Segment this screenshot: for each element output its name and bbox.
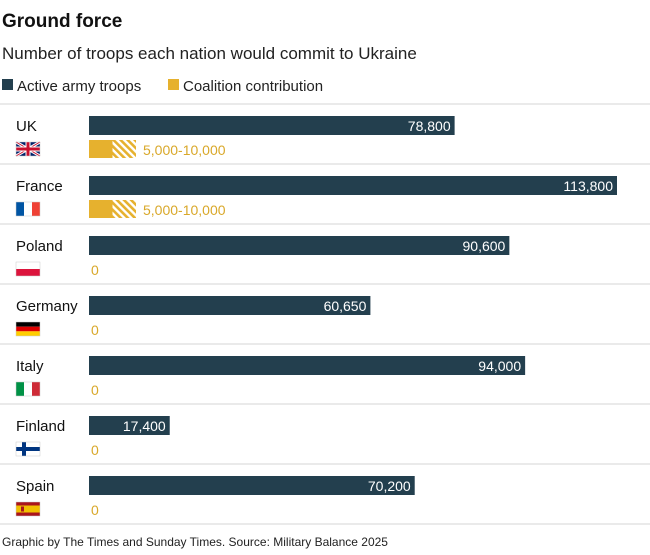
coalition-bar-min [89,200,113,218]
army-value-label: 70,200 [368,478,411,494]
legend-swatch [2,79,13,90]
army-value-label: 94,000 [478,358,521,374]
army-bar [89,356,526,375]
poland-flag-icon [15,261,41,277]
coalition-value-label: 0 [91,262,99,278]
army-value-label: 60,650 [324,298,367,314]
coalition-bar-range [112,140,136,158]
country-label: UK [16,118,37,135]
row-italy: Italy 94,000 0 [0,356,650,405]
army-bar [89,176,617,195]
italy-flag-icon [15,381,41,397]
legend: Active army troops Coalition contribution [2,78,323,95]
row-germany: Germany 60,650 0 [0,296,650,345]
army-value-label: 90,600 [463,238,506,254]
spain-flag-icon [15,501,41,517]
coalition-bar-min [89,140,113,158]
coalition-value-label: 0 [91,502,99,518]
row-poland: Poland 90,600 0 [0,236,650,285]
row-finland: Finland 17,400 0 [0,416,650,465]
france-flag-icon [15,201,41,217]
coalition-value-label: 5,000-10,000 [143,202,226,218]
chart-rows: UK 78,800 5,000-10,000 France 113,800 5,000-1… [0,103,650,525]
finland-flag-icon [15,441,41,457]
country-label: Italy [16,358,44,375]
germany-flag-icon [15,321,41,337]
legend-label: Coalition contribution [183,78,323,95]
country-label: Germany [16,298,78,315]
army-bar [89,416,170,435]
country-label: Finland [16,418,65,435]
coalition-value-label: 0 [91,442,99,458]
army-value-label: 17,400 [123,418,166,434]
chart-title: Ground force [2,11,122,32]
army-value-label: 113,800 [563,178,613,194]
country-label: Spain [16,478,54,495]
legend-label: Active army troops [17,78,141,95]
coalition-value-label: 0 [91,322,99,338]
coalition-value-label: 5,000-10,000 [143,142,226,158]
country-label: Poland [16,238,63,255]
uk-flag-icon [15,140,41,158]
country-label: France [16,178,63,195]
row-spain: Spain 70,200 0 [0,476,650,525]
coalition-bar-range [112,200,136,218]
army-bar [89,116,455,135]
army-bar [89,476,415,495]
coalition-value-label: 0 [91,382,99,398]
army-bar [89,236,510,255]
source-note: Graphic by The Times and Sunday Times. S… [2,535,388,549]
chart-subtitle: Number of troops each nation would commi… [2,44,417,63]
legend-swatch [168,79,179,90]
army-bar [89,296,371,315]
army-value-label: 78,800 [408,118,451,134]
row-uk: UK 78,800 5,000-10,000 [0,116,650,165]
row-france: France 113,800 5,000-10,000 [0,176,650,225]
